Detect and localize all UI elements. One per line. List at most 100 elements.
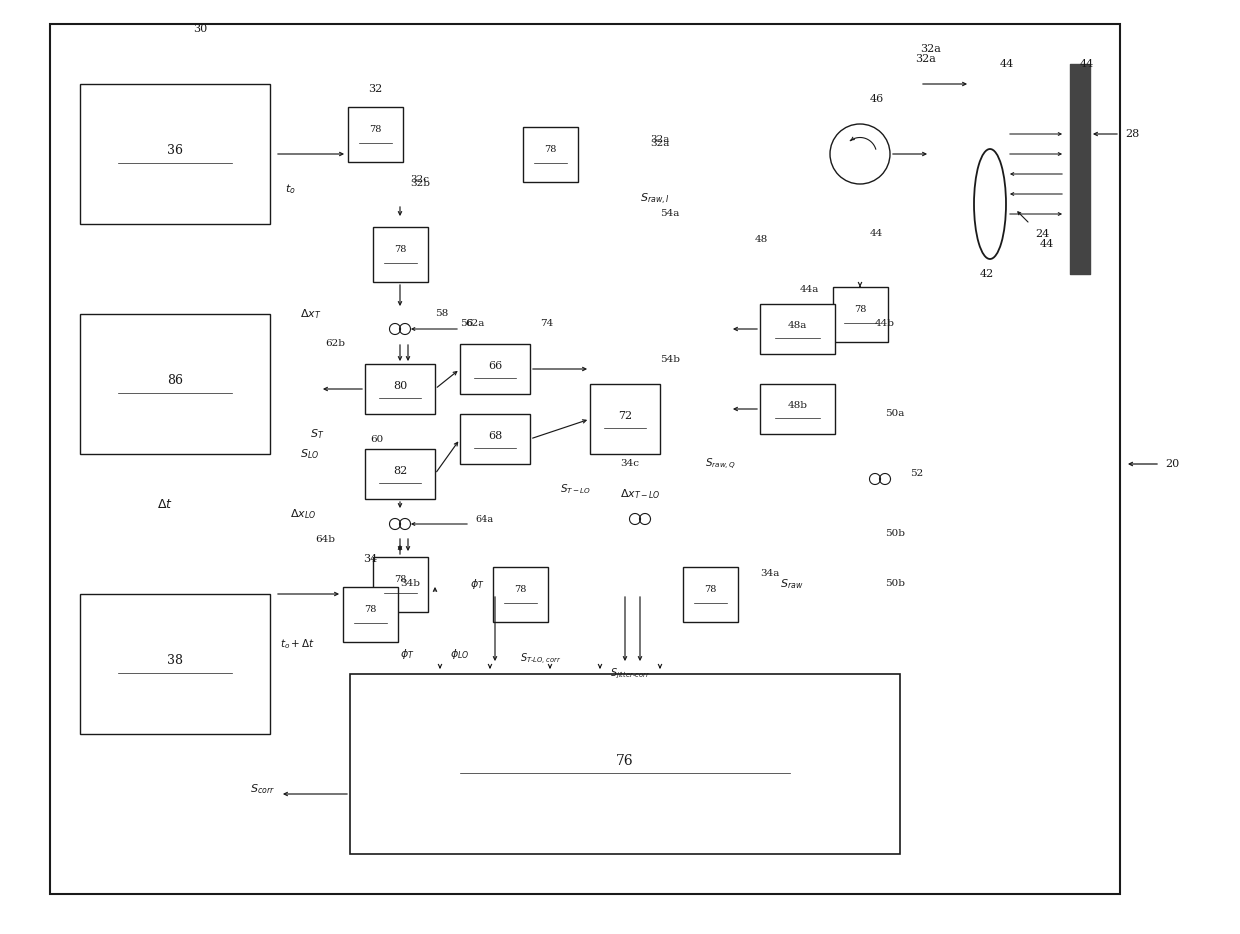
Text: $S_{T-LO}$: $S_{T-LO}$ [560,482,591,496]
Text: $t_o+\Delta t$: $t_o+\Delta t$ [280,637,315,651]
Text: 32: 32 [368,84,382,94]
Text: 28: 28 [1125,129,1140,139]
Text: 78: 78 [368,125,381,134]
Text: 50b: 50b [885,530,905,539]
Text: 34a: 34a [760,570,780,578]
Text: 78: 78 [394,575,407,585]
Text: 32b: 32b [410,179,430,189]
Text: 76: 76 [616,754,634,768]
Text: 48a: 48a [787,321,807,331]
Bar [81,84,270,224]
Bar [760,304,835,354]
Text: $S_T$: $S_T$ [310,427,325,441]
Text: $\phi_T$: $\phi_T$ [401,647,414,661]
Text: $t_o$: $t_o$ [285,182,296,196]
Bar [522,126,578,181]
Text: 78: 78 [544,146,557,154]
Bar [365,364,435,414]
Bar [350,674,900,854]
Text: 66: 66 [487,361,502,371]
Text: 54a: 54a [660,209,680,219]
Bar [50,24,1120,894]
Text: $S_{LO}$: $S_{LO}$ [300,447,319,460]
Text: 64b: 64b [315,534,335,544]
Text: 32a: 32a [920,44,941,54]
Text: 54b: 54b [660,355,680,363]
Bar [347,106,403,162]
Text: 68: 68 [487,431,502,441]
Text: 60: 60 [370,434,383,444]
Bar [650,224,730,364]
Bar [650,374,730,504]
Text: 62a: 62a [465,319,485,329]
Text: 44: 44 [1080,59,1094,69]
Text: 72: 72 [618,411,632,421]
Text: 36: 36 [167,145,184,158]
Text: 44a: 44a [800,285,820,293]
Text: 78: 78 [394,246,407,254]
Bar [342,587,398,642]
Text: $S_{jitter\text{-}corr}$: $S_{jitter\text{-}corr}$ [610,667,651,681]
Text: 38: 38 [167,655,184,668]
Bar [64,54,335,834]
Bar [365,449,435,499]
Text: 64a: 64a [475,515,494,523]
Text: 24: 24 [1035,229,1049,239]
Text: 56: 56 [460,319,474,329]
Text: $S_{T\text{-}LO, corr}$: $S_{T\text{-}LO, corr}$ [520,651,562,667]
Text: 44: 44 [870,230,883,238]
Text: 34: 34 [363,554,377,564]
Text: $\phi_T$: $\phi_T$ [470,577,485,591]
Text: 44: 44 [999,59,1014,69]
Text: 48b: 48b [787,402,807,411]
Text: 86: 86 [167,375,184,388]
Text: $\phi_{LO}$: $\phi_{LO}$ [450,647,470,661]
Text: 50a: 50a [885,409,904,418]
Bar [760,384,835,434]
Text: 32c: 32c [410,175,429,183]
Text: 78: 78 [363,605,376,615]
Bar [460,344,529,394]
Text: 48: 48 [755,234,769,244]
Text: 82: 82 [393,466,407,476]
Text: 44b: 44b [875,319,895,329]
Text: $\Delta x_T$: $\Delta x_T$ [300,307,321,321]
Text: 62b: 62b [325,339,345,348]
Text: $\Delta t$: $\Delta t$ [157,498,172,511]
Text: 78: 78 [513,586,526,595]
Text: 42: 42 [980,269,994,279]
Text: 74: 74 [539,319,553,329]
Text: 34b: 34b [401,579,420,588]
Text: 20: 20 [1166,459,1179,469]
Text: 32a: 32a [650,139,670,149]
Bar [590,384,660,454]
Text: 50b: 50b [885,579,905,588]
Text: 78: 78 [704,586,717,595]
Bar [450,334,600,554]
Bar [81,594,270,734]
Text: 78: 78 [854,305,867,315]
Text: $\Delta x_{T-LO}$: $\Delta x_{T-LO}$ [620,488,661,501]
Text: $S_{raw, Q}$: $S_{raw, Q}$ [706,457,737,472]
Text: $S_{raw, I}$: $S_{raw, I}$ [640,191,670,206]
Bar [832,287,888,342]
Text: $S_{corr}$: $S_{corr}$ [250,782,275,796]
Text: $\Delta x_{LO}$: $\Delta x_{LO}$ [290,507,316,521]
Bar [81,314,270,454]
Bar [682,567,738,621]
Text: 32a: 32a [915,54,936,64]
Bar [372,557,428,612]
Text: 52: 52 [910,470,924,478]
Text: 44: 44 [1040,239,1054,249]
Bar [492,567,548,621]
Text: 80: 80 [393,381,407,391]
Text: 32a: 32a [650,134,670,144]
Bar [539,334,580,554]
Bar [460,414,529,464]
Text: 34c: 34c [620,460,639,469]
Bar [730,254,849,494]
Bar [372,227,428,281]
Text: 58: 58 [435,309,448,318]
Text: 30: 30 [193,24,207,34]
Text: $S_{raw}$: $S_{raw}$ [780,577,804,591]
